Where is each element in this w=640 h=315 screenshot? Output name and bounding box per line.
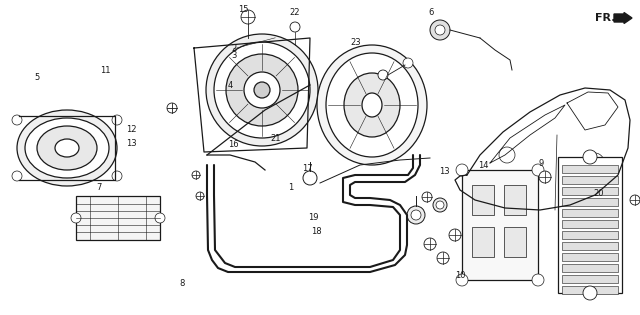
Ellipse shape <box>196 192 204 200</box>
Ellipse shape <box>303 171 317 185</box>
Text: 12: 12 <box>126 125 136 134</box>
Ellipse shape <box>71 213 81 223</box>
Ellipse shape <box>55 139 79 157</box>
Ellipse shape <box>362 93 382 117</box>
FancyArrow shape <box>614 13 632 24</box>
Ellipse shape <box>407 206 425 224</box>
Ellipse shape <box>167 103 177 113</box>
Text: 18: 18 <box>312 227 322 236</box>
Text: 19: 19 <box>308 213 319 222</box>
Ellipse shape <box>254 82 270 98</box>
Bar <box>76 196 160 240</box>
Ellipse shape <box>539 171 551 183</box>
Ellipse shape <box>583 286 597 300</box>
Ellipse shape <box>532 164 544 176</box>
Ellipse shape <box>12 171 22 181</box>
Ellipse shape <box>532 274 544 286</box>
Bar <box>562 242 618 250</box>
Ellipse shape <box>344 73 400 137</box>
Text: 22: 22 <box>289 8 300 17</box>
Ellipse shape <box>112 171 122 181</box>
Bar <box>562 286 618 294</box>
Text: 21: 21 <box>270 134 280 143</box>
Bar <box>562 231 618 239</box>
Ellipse shape <box>424 238 436 250</box>
Ellipse shape <box>437 252 449 264</box>
Text: 6: 6 <box>428 8 433 17</box>
Text: 2: 2 <box>231 44 236 53</box>
Ellipse shape <box>585 153 605 177</box>
Ellipse shape <box>206 34 318 146</box>
Text: 13: 13 <box>126 139 136 148</box>
Ellipse shape <box>422 192 432 202</box>
Bar <box>562 187 618 195</box>
Bar <box>562 220 618 228</box>
Text: 7: 7 <box>97 183 102 192</box>
Bar <box>562 176 618 184</box>
Text: 10: 10 <box>456 271 466 280</box>
Text: 3: 3 <box>231 51 236 60</box>
Ellipse shape <box>630 195 640 205</box>
Ellipse shape <box>155 213 165 223</box>
Ellipse shape <box>317 45 427 165</box>
Ellipse shape <box>435 25 445 35</box>
Text: 16: 16 <box>228 140 239 149</box>
Bar <box>562 275 618 283</box>
Bar <box>504 185 526 215</box>
Ellipse shape <box>241 10 255 24</box>
Ellipse shape <box>226 54 298 126</box>
Ellipse shape <box>17 110 117 186</box>
Bar <box>472 227 494 257</box>
Ellipse shape <box>436 201 444 209</box>
Text: 8: 8 <box>180 279 185 288</box>
Text: 20: 20 <box>593 189 604 198</box>
Bar <box>558 157 622 293</box>
Ellipse shape <box>112 115 122 125</box>
Text: 11: 11 <box>100 66 111 75</box>
Bar <box>562 253 618 261</box>
Ellipse shape <box>456 274 468 286</box>
Ellipse shape <box>378 70 388 80</box>
Bar <box>504 227 526 257</box>
Text: 1: 1 <box>289 183 294 192</box>
Bar <box>562 264 618 272</box>
Text: 15: 15 <box>238 5 248 14</box>
Text: 9: 9 <box>538 159 543 168</box>
Text: 5: 5 <box>35 73 40 82</box>
Text: 13: 13 <box>440 167 450 176</box>
Ellipse shape <box>411 210 421 220</box>
Ellipse shape <box>192 171 200 179</box>
Ellipse shape <box>12 115 22 125</box>
Bar <box>562 198 618 206</box>
Ellipse shape <box>25 118 109 178</box>
Text: 4: 4 <box>228 81 233 89</box>
Text: 14: 14 <box>478 161 488 170</box>
Text: FR.: FR. <box>595 13 616 23</box>
Ellipse shape <box>290 22 300 32</box>
Bar <box>462 170 538 280</box>
Ellipse shape <box>326 53 418 157</box>
Text: 17: 17 <box>302 164 312 173</box>
Ellipse shape <box>583 150 597 164</box>
Text: 23: 23 <box>351 38 361 47</box>
Ellipse shape <box>499 147 515 163</box>
Ellipse shape <box>244 72 280 108</box>
Ellipse shape <box>430 20 450 40</box>
Ellipse shape <box>449 229 461 241</box>
Bar <box>562 209 618 217</box>
Ellipse shape <box>214 42 310 138</box>
Ellipse shape <box>37 126 97 170</box>
Bar <box>562 165 618 173</box>
Ellipse shape <box>433 198 447 212</box>
Ellipse shape <box>456 164 468 176</box>
Bar <box>472 185 494 215</box>
Ellipse shape <box>403 58 413 68</box>
